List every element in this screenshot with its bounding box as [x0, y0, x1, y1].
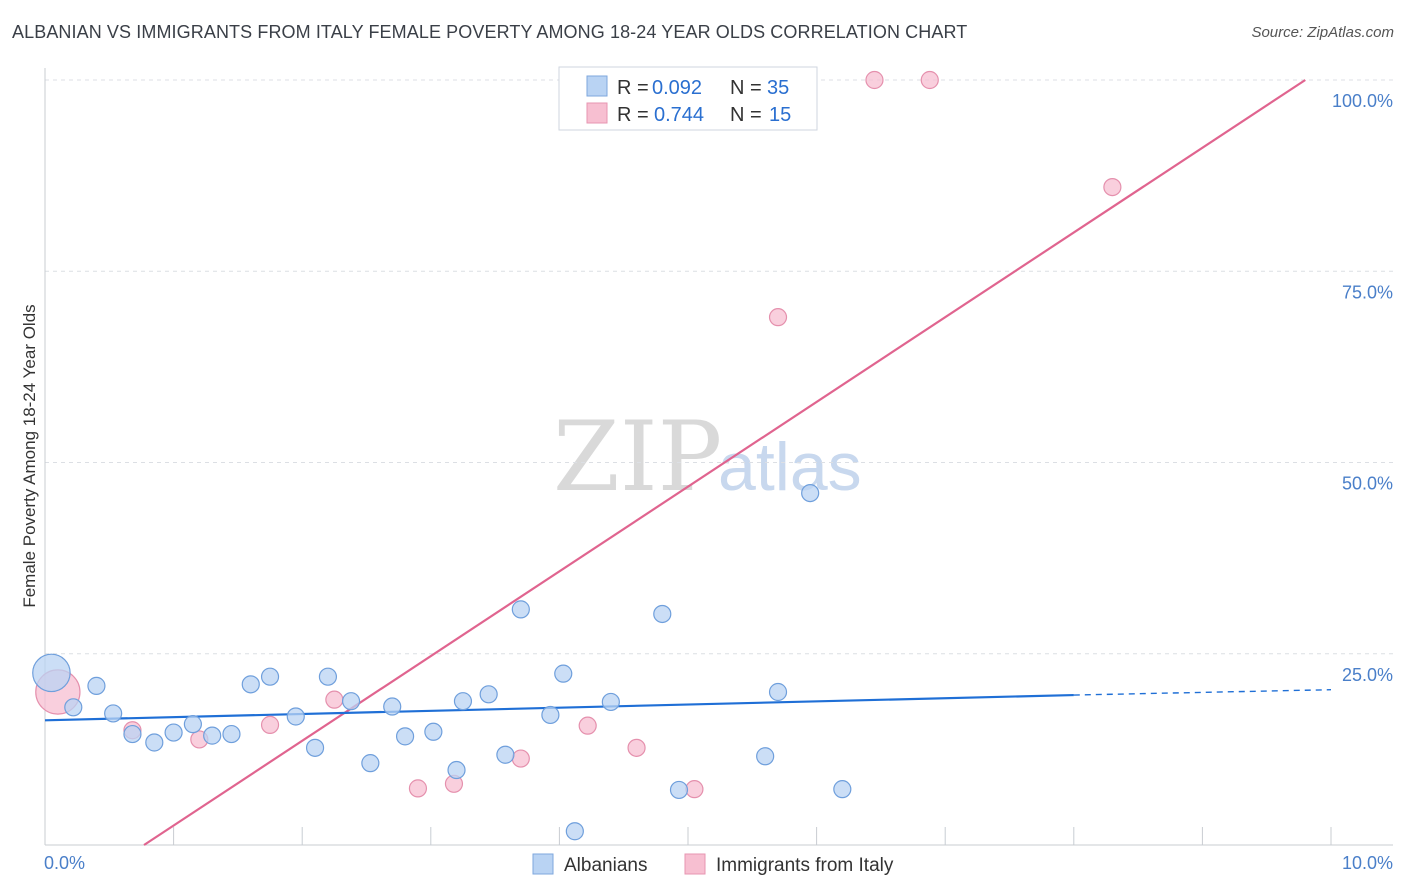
point-italy-5: [408, 779, 428, 798]
point-albanians-3: [104, 704, 123, 723]
point-albanians-12: [286, 707, 305, 726]
point-italy-11: [768, 308, 788, 327]
legend-r-label-2: R =: [617, 104, 649, 126]
legend-swatch-albanians: [586, 75, 608, 97]
watermark-zip: ZIP: [553, 401, 722, 513]
point-albanians-18: [395, 727, 415, 746]
point-albanians-14: [318, 667, 338, 686]
point-italy-14: [1103, 178, 1122, 197]
point-albanians-2: [87, 676, 106, 695]
point-albanians-16: [361, 754, 380, 773]
x-tick-label-max: 10.0%: [1342, 853, 1393, 873]
point-albanians-21: [453, 692, 473, 711]
bottom-legend-label-italy: Immigrants from Italy: [716, 855, 894, 876]
point-albanians-33: [801, 484, 820, 503]
point-italy-13: [920, 70, 939, 90]
y-tick-label-50: 50.0%: [1342, 474, 1393, 494]
y-tick-label-25: 25.0%: [1342, 665, 1393, 685]
point-italy-12: [865, 70, 884, 90]
source-credit: Source: ZipAtlas.com: [1251, 24, 1394, 41]
chart-title: ALBANIAN VS IMMIGRANTS FROM ITALY FEMALE…: [12, 22, 968, 42]
point-italy-9: [627, 738, 646, 757]
point-italy-3: [260, 715, 280, 734]
point-albanians-31: [756, 747, 775, 766]
point-albanians-25: [541, 705, 560, 725]
bottom-legend-swatch-italy: [684, 853, 706, 875]
legend-n-label-2: N =: [730, 104, 762, 126]
point-albanians-20: [447, 760, 466, 780]
correlation-legend: R = 0.092 N = 35 R = 0.744 N = 15: [558, 66, 818, 131]
point-albanians-28: [601, 692, 620, 712]
legend-n-value-1: 35: [767, 77, 789, 99]
point-italy-7: [511, 749, 530, 768]
bottom-legend-swatch-albanians: [532, 853, 554, 875]
point-albanians-22: [479, 685, 498, 704]
point-albanians-32: [768, 682, 788, 702]
trend-lines: [44, 79, 1332, 846]
grid-lines: [45, 79, 1393, 655]
x-tick-label-min: 0.0%: [44, 853, 85, 873]
point-albanians-34: [833, 780, 852, 799]
point-albanians-24: [511, 600, 530, 619]
axes: [44, 68, 1393, 846]
point-italy-10: [685, 780, 704, 799]
point-albanians-6: [164, 723, 183, 742]
point-albanians-29: [653, 604, 672, 624]
trend-line-italy: [143, 79, 1306, 846]
point-albanians-10: [241, 675, 260, 694]
point-albanians-19: [424, 722, 443, 741]
y-tick-label-75: 75.0%: [1342, 282, 1393, 302]
legend-r-value-1: 0.092: [652, 77, 702, 99]
legend-r-value-2: 0.744: [654, 104, 704, 126]
legend-swatch-italy: [586, 102, 608, 124]
trend-line-albanians: [44, 693, 1074, 722]
point-albanians-5: [145, 733, 164, 752]
point-albanians-7: [183, 715, 202, 734]
data-points: [32, 70, 1122, 841]
legend-n-value-2: 15: [769, 104, 791, 126]
point-albanians-23: [496, 745, 515, 764]
point-albanians-30: [669, 780, 689, 800]
point-italy-4: [325, 690, 344, 709]
y-tick-labels: 25.0% 50.0% 75.0% 100.0%: [1332, 91, 1393, 685]
series-legend: Albanians Immigrants from Italy: [532, 853, 894, 876]
point-albanians-17: [383, 697, 402, 716]
point-albanians-1: [64, 698, 83, 717]
point-albanians-26: [554, 664, 573, 683]
y-tick-label-100: 100.0%: [1332, 91, 1393, 111]
watermark-atlas: atlas: [718, 429, 862, 505]
point-albanians-13: [305, 738, 325, 757]
bottom-legend-label-albanians: Albanians: [564, 855, 647, 876]
point-albanians-4: [123, 724, 142, 744]
point-albanians-15: [341, 692, 361, 711]
point-albanians-8: [203, 726, 222, 745]
legend-r-label-1: R =: [617, 77, 649, 99]
legend-n-label-1: N =: [730, 77, 762, 99]
point-albanians-11: [260, 667, 280, 686]
point-italy-8: [578, 716, 597, 735]
point-albanians-0: [32, 653, 71, 693]
trend-line-albanians-extrapolated: [1073, 689, 1332, 696]
y-axis-label: Female Poverty Among 18-24 Year Olds: [20, 304, 39, 607]
point-albanians-27: [565, 822, 584, 841]
point-albanians-9: [222, 724, 241, 744]
